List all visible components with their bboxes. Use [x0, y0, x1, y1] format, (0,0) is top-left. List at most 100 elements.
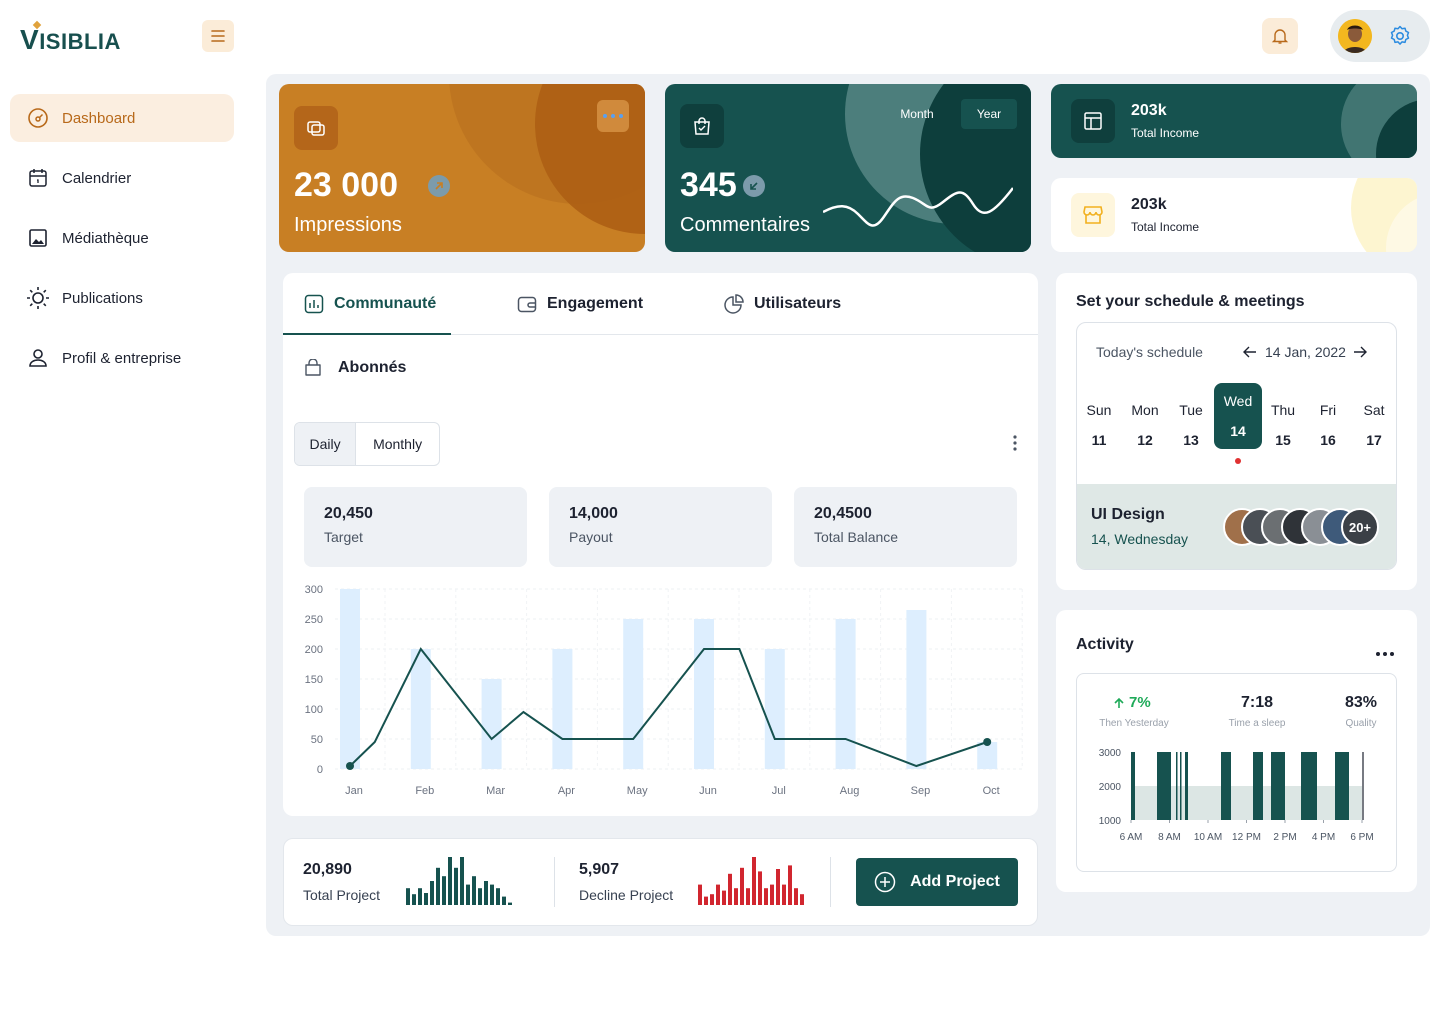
spark-bar: [478, 888, 482, 905]
y-tick-label: 150: [305, 674, 323, 686]
activity-bar: [1185, 752, 1188, 820]
series-line: [349, 647, 988, 768]
activity-bar: [1301, 752, 1317, 820]
bar-chart-icon: [304, 294, 324, 314]
pie-chart-icon: [724, 294, 744, 314]
day-thu[interactable]: Thu 15: [1270, 402, 1296, 448]
settings-button[interactable]: [1388, 24, 1412, 48]
day-mon[interactable]: Mon 12: [1131, 402, 1159, 448]
spark-bar: [430, 881, 434, 905]
toggle-month[interactable]: Month: [900, 107, 934, 121]
sidebar-item-calendrier[interactable]: Calendrier: [10, 154, 234, 202]
meeting-title: UI Design: [1091, 506, 1165, 523]
activity-chart: 1000 2000 3000 6 AM 8 AM 10 AM 12 PM 2 PM 4 PM 6 …: [1099, 748, 1374, 843]
spark-bar: [788, 865, 792, 905]
tab-utilisateurs[interactable]: Utilisateurs: [724, 273, 841, 335]
sidebar-item-label: Calendrier: [62, 169, 132, 187]
comments-value: 345: [680, 166, 737, 204]
spark-bar: [728, 873, 732, 905]
y-tick-label: 3000: [1099, 748, 1122, 759]
x-tick-label: 6 AM: [1120, 832, 1143, 843]
camera-icon: [307, 121, 325, 136]
spark-bar: [704, 896, 708, 905]
sidebar-item-label: Dashboard: [62, 109, 136, 127]
day-sun[interactable]: Sun 11: [1086, 402, 1112, 448]
divider: [830, 857, 831, 907]
y-tick-label: 2000: [1099, 782, 1122, 793]
day-wed[interactable]: Wed 14: [1214, 383, 1262, 449]
section-header: Abonnés: [304, 359, 406, 377]
more-options-button[interactable]: [1013, 435, 1017, 456]
impressions-more-button[interactable]: [597, 100, 629, 132]
spark-bar: [782, 884, 786, 905]
decline-project-label: Decline Project: [579, 887, 674, 903]
activity-card: Activity 7% Then Yesterday 7:18 Time a s…: [1056, 610, 1417, 892]
spark-bar: [734, 888, 738, 905]
arrow-right-icon: [1354, 346, 1367, 358]
notifications-button[interactable]: [1262, 18, 1298, 54]
sidebar-item-mediatheque[interactable]: Médiathèque: [10, 214, 234, 262]
sidebar-item-label: Profil & entreprise: [62, 349, 182, 367]
today-label: Today's schedule: [1096, 344, 1203, 360]
day-tue[interactable]: Tue 13: [1179, 402, 1203, 448]
add-project-button[interactable]: Add Project: [856, 858, 1018, 906]
meeting-item[interactable]: UI Design 14, Wednesday 20+: [1077, 484, 1396, 569]
y-tick-label: 200: [305, 644, 323, 656]
day-sat[interactable]: Sat 17: [1363, 402, 1385, 448]
sidebar-item-publications[interactable]: Publications: [10, 274, 234, 322]
spark-bar: [448, 857, 452, 905]
day-fri[interactable]: Fri 16: [1319, 402, 1337, 448]
comments-label: Commentaires: [680, 214, 811, 236]
spark-bar: [412, 894, 416, 905]
spark-bar: [484, 881, 488, 905]
next-date-button[interactable]: [1353, 345, 1367, 363]
toggle-year[interactable]: Year: [961, 99, 1017, 129]
income-value: 203k: [1131, 196, 1167, 213]
active-tab-indicator: [283, 333, 451, 335]
shopping-bag-icon: [694, 117, 710, 135]
spark-bar: [746, 888, 750, 905]
activity-bar: [1176, 752, 1178, 820]
tab-communaute[interactable]: Communauté: [304, 273, 436, 335]
comments-sparkline: [823, 187, 1013, 227]
sidebar-item-label: Médiathèque: [62, 229, 149, 247]
spark-bar: [454, 867, 458, 905]
spark-bar: [716, 884, 720, 905]
arrow-up-icon: [1114, 697, 1124, 708]
stat-target: 20,450 Target: [304, 487, 527, 567]
metric-quality-label: Quality: [1345, 718, 1377, 729]
impressions-card: 23 000 Impressions: [279, 84, 645, 252]
activity-more-button[interactable]: [1376, 643, 1394, 661]
activity-bar: [1271, 752, 1285, 820]
toggle-monthly[interactable]: Monthly: [373, 436, 423, 452]
project-summary: 20,890 Total Project 5,907 Decline Proje…: [283, 838, 1038, 926]
sidebar-item-label: Publications: [62, 289, 143, 307]
total-income-card-2: 203k Total Income: [1051, 178, 1417, 252]
avatar[interactable]: [1338, 19, 1372, 53]
tab-engagement[interactable]: Engagement: [517, 273, 643, 335]
sidebar-item-dashboard[interactable]: Dashboard: [10, 94, 234, 142]
income-value: 203k: [1131, 102, 1167, 119]
income-label: Total Income: [1131, 220, 1200, 234]
kebab-icon: [1013, 435, 1017, 451]
x-tick-label: 2 PM: [1273, 832, 1296, 843]
trend-up-icon: [428, 175, 450, 197]
decline-project-value: 5,907: [579, 861, 620, 878]
bell-icon: [1271, 29, 1289, 44]
income-label: Total Income: [1131, 126, 1200, 140]
plus-circle-icon: [874, 871, 896, 893]
more-dots-icon: [1376, 652, 1394, 656]
sidebar-item-profil[interactable]: Profil & entreprise: [10, 334, 234, 382]
spark-bar: [794, 888, 798, 905]
toggle-daily[interactable]: Daily: [295, 423, 357, 465]
divider: [554, 857, 555, 907]
menu-toggle-button[interactable]: [202, 20, 234, 52]
chart-bar: [481, 679, 502, 769]
prev-date-button[interactable]: [1243, 345, 1257, 363]
activity-title: Activity: [1076, 636, 1134, 653]
chart-bar: [764, 649, 785, 769]
metric-sleep-time: 7:18: [1240, 694, 1274, 711]
trend-down-icon: [743, 175, 765, 197]
total-income-card: 203k Total Income: [1051, 84, 1417, 158]
brand-logo[interactable]: VISIBLIA: [20, 20, 121, 56]
